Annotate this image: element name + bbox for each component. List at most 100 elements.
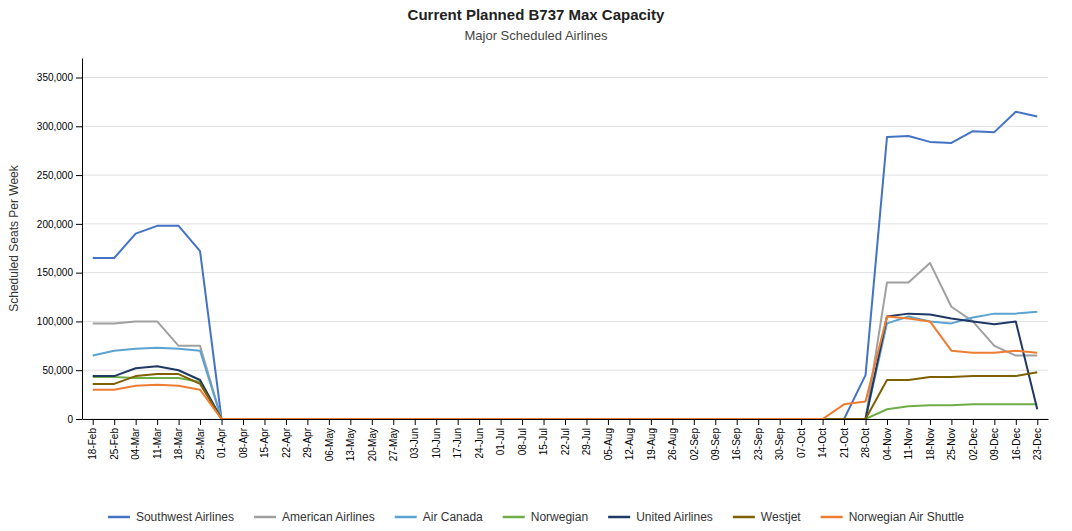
tick-mark	[393, 419, 394, 425]
tick: 30-Sep	[774, 419, 785, 460]
tick-mark	[1037, 419, 1038, 425]
tick-mark	[544, 419, 545, 425]
tick: 09-Dec	[989, 419, 1000, 460]
tick-mark	[76, 370, 82, 371]
tick: 11-Mar	[152, 419, 163, 459]
grid-line	[82, 370, 1048, 371]
tick: 20-May	[367, 419, 378, 461]
tick-mark	[479, 419, 480, 425]
tick: 16-Sep	[731, 419, 742, 460]
legend-label: American Airlines	[282, 510, 375, 524]
tick-label: 25-Nov	[946, 428, 957, 460]
tick-label: 150,000	[37, 267, 74, 278]
tick-mark	[329, 419, 330, 425]
tick-mark	[76, 419, 82, 420]
tick-mark	[780, 419, 781, 425]
tick-label: 300,000	[37, 121, 74, 132]
tick-mark	[629, 419, 630, 425]
series-line	[93, 377, 1038, 419]
tick-label: 100,000	[37, 316, 74, 327]
tick-mark	[76, 175, 82, 176]
legend-item: Westjet	[733, 510, 801, 524]
tick: 25-Feb	[109, 419, 120, 460]
y-axis: 050,000100,000150,000200,000250,000300,0…	[37, 59, 83, 425]
tick-label: 50,000	[42, 365, 73, 376]
series-line	[93, 314, 1038, 419]
tick-mark	[436, 419, 437, 425]
series-line	[93, 112, 1038, 419]
tick-label: 02-Sep	[689, 428, 700, 461]
tick-mark	[458, 419, 459, 425]
tick-mark	[887, 419, 888, 425]
tick-mark	[651, 419, 652, 425]
legend-swatch	[395, 516, 417, 519]
tick-label: 02-Dec	[968, 428, 979, 460]
tick-mark	[200, 419, 201, 425]
tick: 09-Sep	[710, 419, 721, 460]
tick-label: 09-Sep	[710, 428, 721, 461]
tick-label: 15-Jul	[538, 428, 549, 455]
tick-label: 350,000	[37, 72, 74, 83]
tick-mark	[951, 419, 952, 425]
tick-label: 23-Sep	[753, 428, 764, 461]
tick-mark	[801, 419, 802, 425]
tick-label: 11-Nov	[903, 428, 914, 460]
tick-mark	[715, 419, 716, 425]
legend-label: Southwest Airlines	[136, 510, 234, 524]
tick: 23-Dec	[1032, 419, 1043, 460]
tick-label: 22-Apr	[281, 427, 292, 458]
tick-mark	[76, 78, 82, 79]
tick-label: 16-Dec	[1011, 428, 1022, 460]
tick-mark	[76, 126, 82, 127]
tick-label: 250,000	[37, 170, 74, 181]
tick: 100,000	[37, 316, 82, 327]
tick-label: 30-Sep	[774, 428, 785, 461]
tick-label: 14-Oct	[817, 428, 828, 458]
tick: 03-Jun	[409, 419, 420, 459]
tick-label: 11-Mar	[152, 427, 163, 459]
tick: 13-May	[345, 419, 356, 461]
tick-mark	[415, 419, 416, 425]
tick-mark	[76, 224, 82, 225]
title: Current Planned B737 Max Capacity	[408, 6, 665, 23]
tick-label: 04-Nov	[882, 428, 893, 460]
tick-label: 27-May	[388, 428, 399, 461]
plot: 050,000100,000150,000200,000250,000300,0…	[37, 59, 1049, 462]
tick: 28-Oct	[860, 419, 871, 458]
axis-line	[82, 59, 83, 420]
tick-mark	[608, 419, 609, 425]
tick-mark	[372, 419, 373, 425]
legend-item: Southwest Airlines	[108, 510, 234, 524]
tick-label: 28-Oct	[860, 428, 871, 458]
tick-mark	[844, 419, 845, 425]
tick-label: 19-Aug	[646, 428, 657, 460]
tick-label: 09-Dec	[989, 428, 1000, 460]
legend-item: United Airlines	[608, 510, 713, 524]
tick: 29-Jul	[581, 419, 592, 455]
tick-mark	[307, 419, 308, 425]
tick-label: 01-Apr	[216, 427, 227, 458]
tick-mark	[866, 419, 867, 425]
tick-label: 18-Nov	[925, 428, 936, 460]
series-line	[93, 263, 1038, 419]
tick: 300,000	[37, 121, 82, 132]
tick: 10-Jun	[431, 419, 442, 459]
tick-label: 07-Oct	[796, 428, 807, 458]
tick-label: 08-Jul	[517, 428, 528, 455]
tick-label: 05-Aug	[603, 428, 614, 460]
tick-label: 26-Aug	[667, 428, 678, 460]
tick-label: 08-Apr	[238, 427, 249, 458]
tick-label: 20-May	[367, 428, 378, 461]
tick: 06-May	[324, 419, 335, 461]
tick: 15-Jul	[538, 419, 549, 455]
tick: 24-Jun	[474, 419, 485, 459]
tick: 22-Jul	[560, 419, 571, 455]
legend-label: Westjet	[761, 510, 801, 524]
tick: 27-May	[388, 419, 399, 461]
tick-mark	[136, 419, 137, 425]
tick: 23-Sep	[753, 419, 764, 460]
x-axis: 18-Feb25-Feb04-Mar11-Mar18-Mar25-Mar01-A…	[83, 419, 1049, 461]
legend-item: American Airlines	[254, 510, 375, 524]
tick-mark	[672, 419, 673, 425]
tick-mark	[994, 419, 995, 425]
